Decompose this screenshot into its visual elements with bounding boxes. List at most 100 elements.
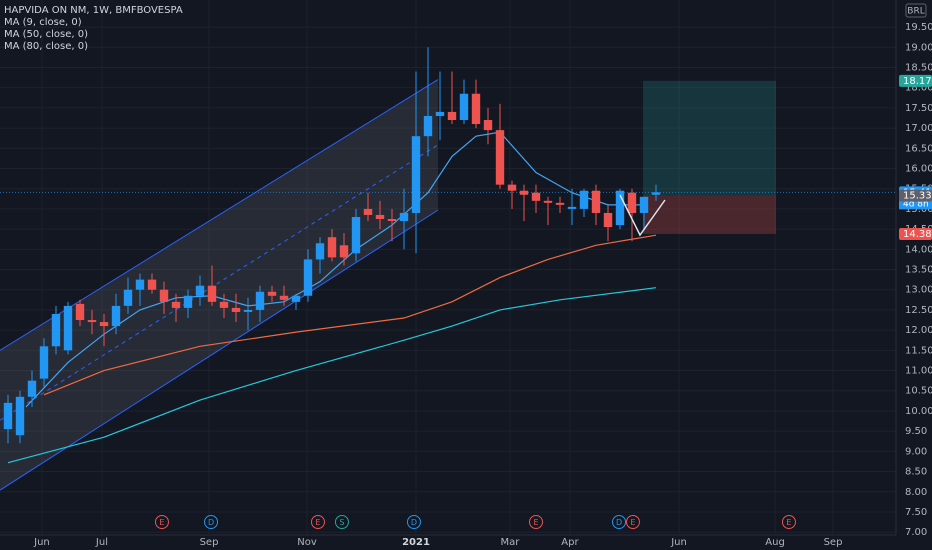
candle-body <box>603 212 613 228</box>
candle-body <box>543 200 553 203</box>
y-tick-label: 10.50 <box>905 386 932 397</box>
candle-body <box>27 380 37 397</box>
candle-body <box>75 303 85 321</box>
price-tag-label: 15.33 <box>903 191 932 202</box>
ma-line <box>7 287 657 464</box>
legend-entry: MA (50, close, 0) <box>4 29 88 40</box>
candle-body <box>279 295 289 300</box>
event-marker <box>529 515 544 529</box>
x-tick-label: Jun <box>670 537 687 548</box>
y-tick-label: 7.50 <box>905 507 927 518</box>
axes: 7.00 7.50 8.00 8.50 9.00 9.50 10.00 10.50 11.00 1… <box>33 22 932 548</box>
ma-line <box>43 234 657 396</box>
channel-upper <box>0 79 439 351</box>
candle-body <box>147 279 157 290</box>
drawings <box>0 79 777 491</box>
candle-body <box>591 190 601 213</box>
price-tag-label: 18.17 <box>903 76 932 87</box>
y-tick-label: 7.00 <box>905 527 927 538</box>
x-tick-label: Sep <box>200 537 219 548</box>
x-tick-label: Nov <box>297 537 317 548</box>
candle-body <box>99 322 109 327</box>
y-tick-label: 16.00 <box>905 164 932 175</box>
candle-body <box>495 130 505 185</box>
v-drawing <box>619 194 666 237</box>
currency-box <box>905 3 927 18</box>
event-marker <box>781 515 796 529</box>
event-marker <box>612 515 627 529</box>
y-tick-label: 8.50 <box>905 467 927 478</box>
y-tick-label: 17.50 <box>905 103 932 114</box>
price-tag <box>899 74 932 87</box>
candle-body <box>207 285 217 302</box>
candle-body <box>483 120 493 131</box>
x-tick-label: Jun <box>33 537 50 548</box>
event-label: E <box>630 518 635 527</box>
candle-body <box>555 202 565 205</box>
candle-body <box>63 305 73 351</box>
y-tick-label: 18.00 <box>905 83 932 94</box>
y-tick-label: 19.00 <box>905 42 932 53</box>
loss-zone <box>643 195 777 234</box>
candle-body <box>471 93 481 125</box>
x-tick-label: Aug <box>765 537 785 548</box>
event-marker <box>406 515 421 529</box>
y-tick-label: 13.00 <box>905 285 932 296</box>
candle-body <box>375 214 385 220</box>
event-marker <box>310 515 325 529</box>
y-tick-label: 15.00 <box>905 204 932 215</box>
y-tick-label: 17.00 <box>905 123 932 134</box>
event-label: D <box>208 518 214 527</box>
candle-body <box>567 206 577 209</box>
y-tick-label: 18.50 <box>905 62 932 73</box>
event-marker <box>204 515 219 529</box>
candle-body <box>159 289 169 302</box>
x-tick-label: 2021 <box>402 537 430 548</box>
y-tick-label: 8.00 <box>905 487 927 498</box>
chart-title: HAPVIDA ON NM, 1W, BMFBOVESPA <box>4 5 183 16</box>
candle-body <box>351 216 361 254</box>
y-tick-label: 10.00 <box>905 406 932 417</box>
candle-body <box>447 111 457 121</box>
candle-body <box>387 219 397 222</box>
candle-body <box>231 307 241 312</box>
candle-body <box>615 190 625 226</box>
event-marker <box>154 515 169 529</box>
x-tick-label: Jul <box>95 537 108 548</box>
candle-body <box>51 313 61 347</box>
y-tick-label: 12.50 <box>905 305 932 316</box>
candle-body <box>435 111 445 116</box>
x-tick-label: Mar <box>501 537 521 548</box>
candle-body <box>531 192 541 201</box>
price-tag <box>899 189 932 202</box>
y-tick-label: 14.00 <box>905 244 932 255</box>
candle-body <box>15 396 25 436</box>
y-tick-label: 9.50 <box>905 426 927 437</box>
candle-body <box>3 402 13 430</box>
event-label: D <box>411 518 417 527</box>
candle-body <box>399 212 409 222</box>
event-label: S <box>339 518 344 527</box>
channel-lower <box>0 209 439 491</box>
candle-body <box>183 295 193 308</box>
candle-body <box>87 320 97 323</box>
x-tick-label: Sep <box>824 537 843 548</box>
candle-body <box>423 115 433 137</box>
price-tag <box>899 227 932 240</box>
candle-body <box>627 192 637 213</box>
candle-body <box>519 190 529 195</box>
candle-body <box>411 136 421 213</box>
grid <box>0 0 896 535</box>
candle-body <box>111 305 121 327</box>
candle-body <box>39 346 49 379</box>
candle-body <box>507 184 517 191</box>
countdown-bg <box>899 198 932 210</box>
candle-body <box>579 190 589 209</box>
candle-body <box>219 301 229 308</box>
y-tick-label: 13.50 <box>905 265 932 276</box>
candle-body <box>339 245 349 258</box>
candle-body <box>303 259 313 296</box>
candle-body <box>651 192 661 195</box>
